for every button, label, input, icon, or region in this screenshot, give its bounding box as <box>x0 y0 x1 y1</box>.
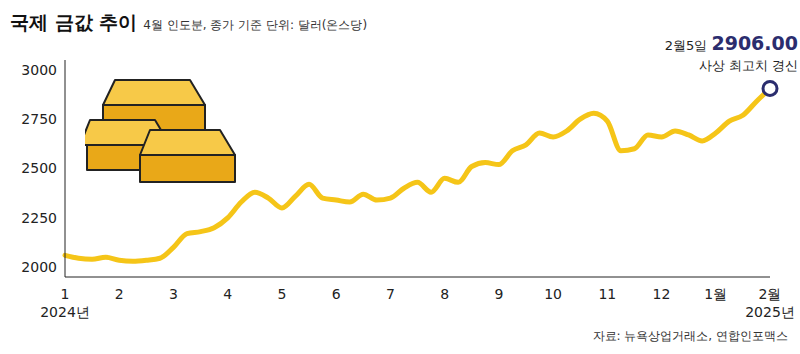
svg-text:2: 2 <box>115 286 124 302</box>
svg-text:10: 10 <box>544 286 562 302</box>
svg-text:9: 9 <box>494 286 503 302</box>
svg-text:1월: 1월 <box>704 286 727 302</box>
svg-text:4: 4 <box>223 286 232 302</box>
svg-text:3000: 3000 <box>21 62 57 78</box>
svg-text:2025년: 2025년 <box>745 304 795 320</box>
svg-text:2000: 2000 <box>21 259 57 275</box>
svg-text:8: 8 <box>440 286 449 302</box>
svg-text:2250: 2250 <box>21 210 57 226</box>
html-text:자료: 뉴욕상업거래소, 연합인포맥스: 자료: 뉴욕상업거래소, 연합인포맥스 <box>592 329 788 343</box>
svg-text:5: 5 <box>277 286 286 302</box>
svg-text:2월: 2월 <box>759 286 782 302</box>
svg-text:2750: 2750 <box>21 111 57 127</box>
svg-text:2월5일 2906.00: 2월5일 2906.00 <box>665 32 798 54</box>
svg-text:12: 12 <box>653 286 671 302</box>
svg-text:7: 7 <box>386 286 395 302</box>
svg-text:11: 11 <box>598 286 616 302</box>
svg-text:6: 6 <box>332 286 341 302</box>
html-text:국제 금값 추이 4월 인도분, 종가 기준 단위: 달러(: 국제 금값 추이 4월 인도분, 종가 기준 단위: 달러(온스당) <box>10 11 368 33</box>
svg-text:3: 3 <box>169 286 178 302</box>
svg-text:1: 1 <box>61 286 70 302</box>
svg-text:2500: 2500 <box>21 160 57 176</box>
svg-text:사상 최고치 경신: 사상 최고치 경신 <box>699 58 798 73</box>
svg-text:2024년: 2024년 <box>40 304 90 320</box>
